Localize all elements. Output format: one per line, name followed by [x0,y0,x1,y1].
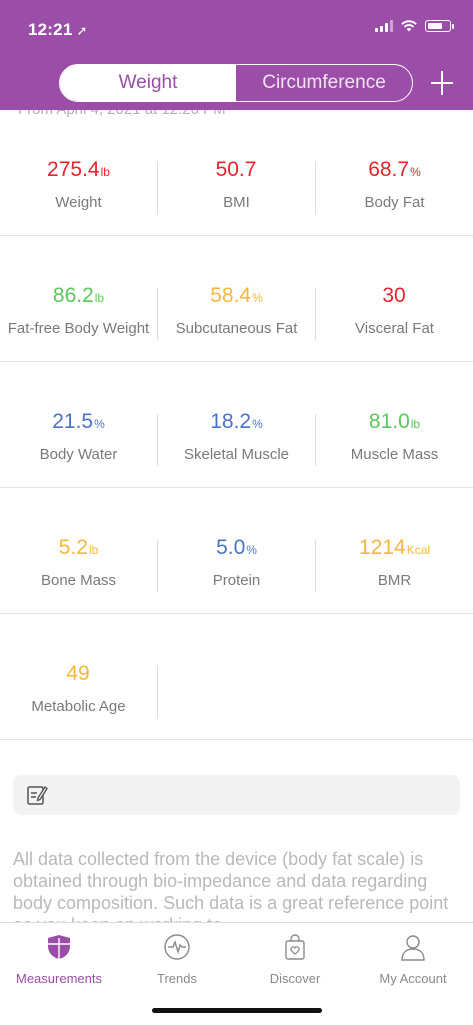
tab-label: Discover [269,971,321,986]
edit-note-icon [27,785,48,805]
status-icons [375,20,454,32]
column-divider [157,666,158,718]
metric-label: Visceral Fat [355,320,434,337]
metric-unit: % [246,543,257,557]
tab-label: Trends [157,971,197,986]
column-divider [315,540,316,592]
app-header: 12:21 ➚ Weight Circumference [0,0,473,110]
metric-value: 18.2 [210,410,252,433]
wifi-icon [401,20,417,32]
metric-unit: lb [94,291,105,305]
add-icon[interactable] [427,66,457,100]
metric-visceral-fat[interactable]: 30 Visceral Fat [316,236,473,362]
metric-unit: % [410,165,421,179]
bottom-tab-bar: Measurements Trends Discover My Account [0,922,473,1025]
tab-my-account[interactable]: My Account [354,933,472,986]
metric-skeletal-muscle[interactable]: 18.2% Skeletal Muscle [158,362,315,488]
location-arrow-icon: ➚ [76,23,88,38]
metric-unit: lb [410,417,421,431]
metric-label: Body Water [39,446,118,463]
metric-row: 86.2lb Fat-free Body Weight 58.4% Subcut… [0,236,473,362]
metric-label: Metabolic Age [31,698,126,715]
metric-value: 5.0 [216,536,246,559]
metric-bone-mass[interactable]: 5.2lb Bone Mass [0,488,157,614]
metric-fat-free-body-weight[interactable]: 86.2lb Fat-free Body Weight [0,236,157,362]
metric-unit: % [94,417,105,431]
tab-label: Measurements [16,971,102,986]
metric-metabolic-age[interactable]: 49 Metabolic Age [0,614,157,740]
metric-label: Skeletal Muscle [183,446,290,463]
metric-subcutaneous-fat[interactable]: 58.4% Subcutaneous Fat [158,236,315,362]
metric-weight[interactable]: 275.4lb Weight [0,110,157,236]
metric-row: 49 Metabolic Age [0,614,473,740]
metric-row: 21.5% Body Water 18.2% Skeletal Muscle 8… [0,362,473,488]
shield-icon [48,935,70,959]
metric-unit: % [252,291,263,305]
metric-value: 68.7 [368,158,410,181]
tab-circumference[interactable]: Circumference [262,72,386,93]
battery-icon [425,20,454,32]
metric-label: Subcutaneous Fat [175,320,298,337]
tab-discover[interactable]: Discover [236,933,354,986]
metric-value: 275.4 [47,158,100,181]
metric-body-fat[interactable]: 68.7% Body Fat [316,110,473,236]
metric-label: Muscle Mass [350,446,439,463]
tab-measurements[interactable]: Measurements [0,933,118,986]
metrics-list[interactable]: 275.4lb Weight 50.7 BMI 68.7% Body Fat 8… [0,110,473,922]
metric-label: BMI [223,194,250,211]
pulse-icon [164,934,190,960]
metric-unit: Kcal [406,543,431,557]
column-divider [157,414,158,466]
metric-bmr[interactable]: 1214Kcal BMR [316,488,473,614]
metric-body-water[interactable]: 21.5% Body Water [0,362,157,488]
home-indicator [152,1008,322,1013]
metric-value: 1214 [358,536,406,559]
metric-value: 58.4 [210,284,252,307]
metric-value: 21.5 [52,410,94,433]
metric-label: Bone Mass [40,572,117,589]
metric-label: Fat-free Body Weight [7,320,150,337]
column-divider [315,162,316,214]
metric-value: 81.0 [368,410,410,433]
metric-value: 86.2 [52,284,94,307]
tab-trends[interactable]: Trends [118,933,236,986]
metric-unit: lb [100,165,110,179]
column-divider [157,288,158,340]
metric-bmi[interactable]: 50.7 BMI [158,110,315,236]
column-divider [315,288,316,340]
measurement-type-toggle: Weight Circumference [59,64,413,102]
column-divider [157,162,158,214]
disclaimer-text: All data collected from the device (body… [13,849,449,922]
metric-value: 50.7 [215,158,257,181]
metric-label: Body Fat [364,194,425,211]
metric-label: Protein [212,572,261,589]
metric-value: 49 [66,662,90,685]
metric-muscle-mass[interactable]: 81.0lb Muscle Mass [316,362,473,488]
metric-label: BMR [377,572,412,589]
person-icon [401,935,425,961]
metric-value: 5.2 [58,536,88,559]
note-input[interactable] [13,775,460,815]
cellular-signal-icon [375,20,393,32]
metric-unit: % [252,417,263,431]
tab-label: My Account [379,971,447,986]
status-time: 12:21 ➚ [28,20,88,39]
metric-row: 275.4lb Weight 50.7 BMI 68.7% Body Fat [0,110,473,236]
bag-icon [285,934,305,960]
metric-row: 5.2lb Bone Mass 5.0% Protein 1214Kcal BM… [0,488,473,614]
metric-value: 30 [382,284,406,307]
tab-weight[interactable]: Weight [60,65,236,101]
metric-unit: lb [88,543,99,557]
metric-label: Weight [55,194,102,211]
column-divider [315,414,316,466]
column-divider [157,540,158,592]
metric-protein[interactable]: 5.0% Protein [158,488,315,614]
